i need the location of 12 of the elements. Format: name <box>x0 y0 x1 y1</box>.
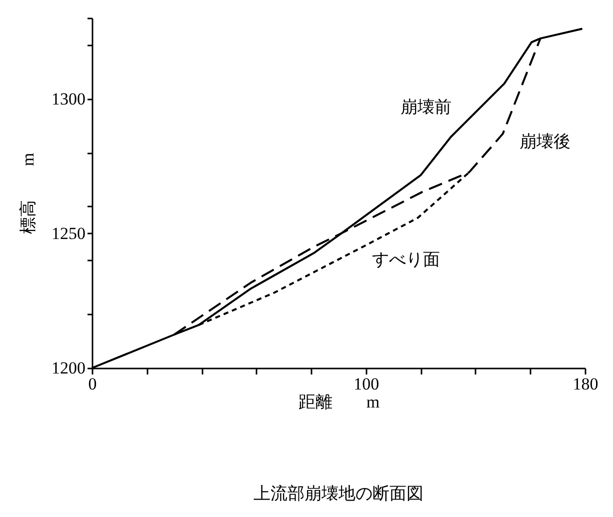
y-tick-label: 1300 <box>52 89 86 108</box>
y-axis-title: 標高 m <box>18 152 38 234</box>
series-label: 崩壊前 <box>400 98 452 117</box>
x-tick-label: 100 <box>354 374 380 394</box>
x-tick-label: 0 <box>88 374 97 394</box>
y-tick-label: 1200 <box>52 358 86 378</box>
series-label: 崩壊後 <box>519 132 570 151</box>
text: 上流部崩壊地の断面図 <box>254 484 424 503</box>
x-tick-label: 180 <box>572 374 598 394</box>
y-tick-label: 1250 <box>52 224 86 243</box>
series-label: すべり面 <box>372 250 440 269</box>
x-axis-title: 距離 m <box>298 392 380 412</box>
